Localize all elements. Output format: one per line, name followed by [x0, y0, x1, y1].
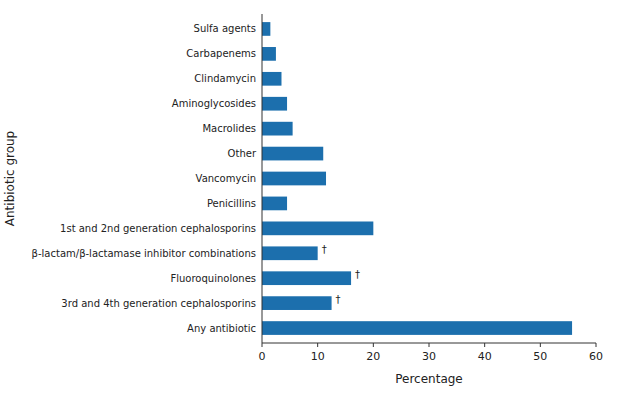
bar	[262, 147, 323, 161]
x-tick-label: 10	[311, 350, 325, 363]
y-tick-label: Macrolides	[202, 123, 256, 134]
x-tick-label: 40	[478, 350, 492, 363]
bar	[262, 97, 287, 111]
axes: 0 10 20 30 40 50 60 Any antibiotic 3rd and 4th g…	[32, 14, 603, 363]
x-tick	[484, 343, 485, 347]
y-tick-label: Penicillins	[207, 198, 256, 209]
bar	[262, 47, 276, 61]
bars	[262, 22, 572, 335]
x-tick-label: 60	[589, 350, 603, 363]
x-tick	[262, 343, 263, 347]
bar	[262, 296, 332, 310]
annotation: †	[322, 244, 327, 255]
y-tick-label: Clindamycin	[194, 73, 256, 84]
y-tick-label: Sulfa agents	[194, 23, 256, 34]
bar	[262, 321, 572, 335]
annotation: †	[336, 294, 341, 305]
bar	[262, 72, 281, 86]
x-tick	[429, 343, 430, 347]
chart-svg: 0 10 20 30 40 50 60 Any antibiotic 3rd and 4th g…	[0, 0, 618, 395]
x-tick	[596, 343, 597, 347]
annotation: †	[355, 269, 360, 280]
y-axis-title: Antibiotic group	[3, 131, 17, 226]
bar	[262, 271, 351, 285]
bar	[262, 221, 373, 235]
y-tick-label: 1st and 2nd generation cephalosporins	[60, 223, 256, 234]
annotations: † † †	[322, 244, 360, 305]
y-tick-label: β-lactam/β-lactamase inhibitor combinati…	[32, 248, 256, 259]
y-tick-label: Vancomycin	[196, 173, 256, 184]
x-tick-label: 30	[422, 350, 436, 363]
bar	[262, 122, 293, 136]
y-tick-label: Carbapenems	[186, 48, 256, 59]
bar	[262, 197, 287, 211]
bar	[262, 22, 270, 36]
chart-container: 0 10 20 30 40 50 60 Any antibiotic 3rd and 4th g…	[0, 0, 618, 395]
y-tick-label: Fluoroquinolones	[170, 273, 256, 284]
x-tick-label: 50	[533, 350, 547, 363]
y-tick-label: Any antibiotic	[187, 323, 256, 334]
y-tick-label: Other	[228, 148, 257, 159]
x-tick	[373, 343, 374, 347]
x-tick	[317, 343, 318, 347]
x-axis-title: Percentage	[395, 372, 463, 386]
bar	[262, 172, 326, 186]
y-tick-label: 3rd and 4th generation cephalosporins	[61, 298, 256, 309]
y-tick-label: Aminoglycosides	[172, 98, 256, 109]
zero-line	[262, 14, 263, 343]
bar	[262, 246, 318, 260]
x-tick	[540, 343, 541, 347]
x-tick-label: 0	[259, 350, 266, 363]
x-tick-label: 20	[366, 350, 380, 363]
